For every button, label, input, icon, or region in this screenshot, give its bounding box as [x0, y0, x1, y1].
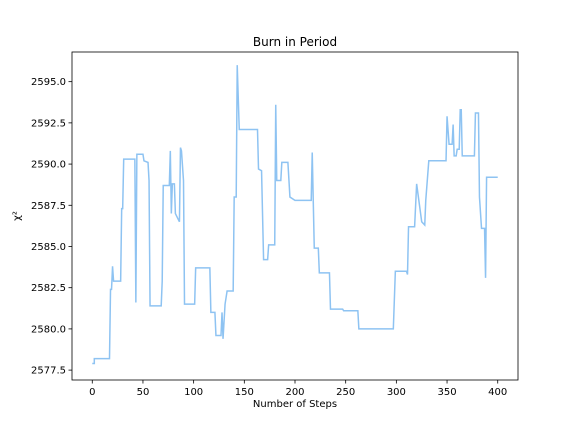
y-tick-label: 2587.5 — [31, 201, 66, 212]
x-tick-label: 300 — [387, 387, 406, 398]
y-tick-label: 2580.0 — [31, 324, 66, 335]
y-tick-label: 2595.0 — [31, 77, 66, 88]
x-tick-label: 100 — [184, 387, 203, 398]
x-tick-label: 200 — [285, 387, 304, 398]
x-tick-label: 0 — [89, 387, 95, 398]
x-tick-label: 150 — [235, 387, 254, 398]
x-tick-label: 350 — [437, 387, 456, 398]
y-tick-label: 2590.0 — [31, 160, 66, 171]
y-tick-label: 2592.5 — [31, 118, 66, 129]
chart-title: Burn in Period — [253, 35, 337, 49]
y-axis-label: χ² — [12, 211, 23, 221]
y-tick-label: 2582.5 — [31, 283, 66, 294]
y-tick-label: 2577.5 — [31, 366, 66, 377]
x-tick-label: 250 — [336, 387, 355, 398]
plot-frame — [71, 51, 519, 381]
data-line — [92, 65, 498, 365]
x-axis-label: Number of Steps — [253, 399, 337, 410]
x-tick-label: 400 — [488, 387, 507, 398]
y-tick-label: 2585.0 — [31, 242, 66, 253]
x-tick-label: 50 — [137, 387, 150, 398]
